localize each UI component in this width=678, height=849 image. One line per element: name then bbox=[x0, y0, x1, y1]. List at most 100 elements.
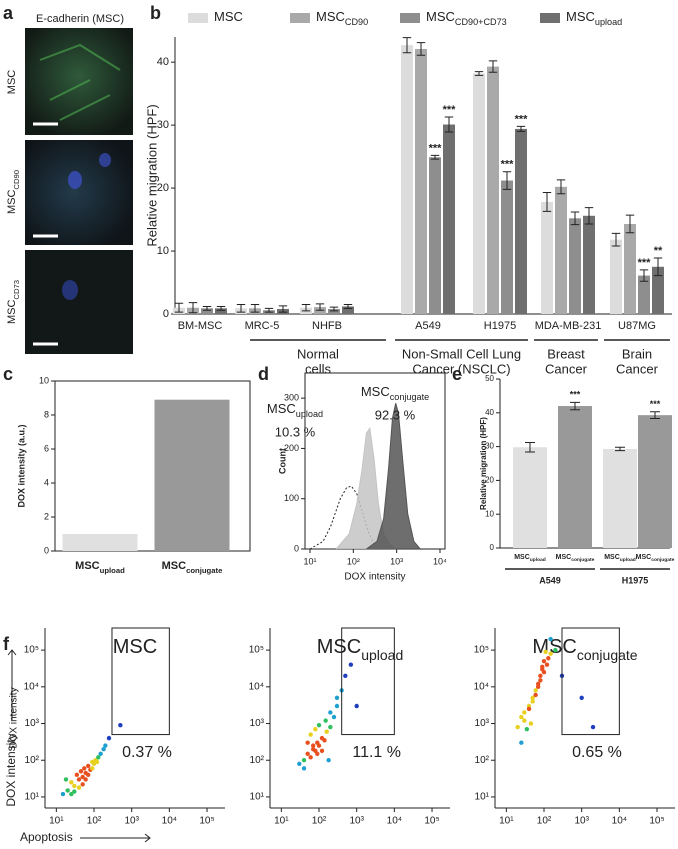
group-label: A549 bbox=[539, 575, 561, 585]
panel-letter: f bbox=[3, 634, 10, 654]
y-tick-label: 100 bbox=[284, 493, 299, 503]
scatter-point bbox=[541, 670, 547, 675]
y-tick-label: 20 bbox=[485, 476, 494, 485]
y-axis-label: DOX intensity bbox=[9, 687, 20, 748]
y-tick-label: 10⁴ bbox=[474, 681, 489, 692]
legend-swatch bbox=[400, 13, 420, 23]
bar bbox=[638, 415, 672, 548]
error-bar bbox=[556, 179, 566, 195]
series-name: MSCconjugate bbox=[361, 384, 429, 402]
group-label: Cancer bbox=[616, 361, 659, 376]
bar bbox=[652, 266, 664, 314]
scatter-point bbox=[522, 718, 527, 723]
x-tick-label: MSCupload bbox=[514, 554, 546, 563]
y-axis-label: Relative migration (HPF) bbox=[144, 104, 159, 246]
x-tick-label: 10⁴ bbox=[162, 816, 177, 827]
bar bbox=[624, 223, 636, 314]
error-bar bbox=[250, 304, 260, 313]
scatter-point bbox=[305, 751, 310, 756]
text-part: CD90 bbox=[12, 170, 21, 190]
panel-a: a E-cadherin (MSC) bbox=[3, 3, 133, 354]
micrograph bbox=[25, 28, 133, 135]
x-axis-label: DOX intensity bbox=[344, 572, 405, 583]
cell-texture bbox=[39, 43, 121, 121]
significance: *** bbox=[570, 390, 581, 400]
text-part: upload bbox=[595, 17, 622, 27]
image-label: MSC bbox=[6, 70, 18, 95]
error-bar bbox=[625, 214, 635, 234]
text-part: MSC bbox=[636, 554, 652, 561]
scatter-point bbox=[80, 774, 85, 780]
text-part: CD90+CD73 bbox=[455, 17, 507, 27]
x-tick-label: 10² bbox=[87, 816, 102, 827]
micrograph bbox=[25, 140, 133, 245]
y-tick-label: 10⁴ bbox=[24, 681, 39, 692]
x-tick-label: 10² bbox=[347, 556, 360, 566]
error-bar bbox=[650, 411, 660, 420]
bar bbox=[215, 308, 227, 314]
scatter-point bbox=[533, 688, 538, 693]
error-bar bbox=[301, 304, 311, 312]
x-tick-label: 10⁵ bbox=[199, 816, 214, 827]
panel-title: MSC bbox=[113, 636, 157, 658]
text-part: MSC bbox=[214, 9, 243, 24]
error-bar bbox=[402, 37, 412, 54]
scatter-point bbox=[538, 673, 543, 678]
scatter-point bbox=[526, 706, 532, 712]
panel-letter: c bbox=[3, 364, 13, 384]
scatter-point bbox=[348, 662, 354, 667]
error-bar bbox=[216, 305, 226, 311]
scatter-point bbox=[328, 710, 333, 715]
text-part: CD73 bbox=[12, 280, 21, 300]
group-label: Normal bbox=[297, 346, 339, 361]
scatter-point bbox=[83, 777, 88, 782]
x-tick-label: 10³ bbox=[574, 816, 589, 827]
panel-letter: e bbox=[452, 364, 462, 384]
bar bbox=[555, 186, 567, 314]
significance: *** bbox=[443, 104, 457, 116]
scatter-point bbox=[541, 658, 547, 664]
text-part: MSC bbox=[556, 554, 572, 561]
text-part: MSC bbox=[604, 554, 620, 561]
scatter-point bbox=[548, 636, 553, 642]
text-part: upload bbox=[296, 409, 323, 419]
error-bar bbox=[639, 269, 649, 282]
significance: *** bbox=[638, 257, 652, 269]
x-tick-label: 10⁴ bbox=[433, 556, 447, 566]
error-bar bbox=[315, 303, 325, 311]
bar bbox=[638, 275, 650, 314]
bar bbox=[154, 399, 230, 551]
bar bbox=[583, 215, 595, 314]
y-tick-label: 10¹ bbox=[475, 792, 490, 803]
panel-title: E-cadherin (MSC) bbox=[36, 13, 124, 25]
y-axis-label: DOX intensity (a.u.) bbox=[16, 424, 26, 507]
bar bbox=[415, 48, 427, 314]
gate-percent: 11.1 % bbox=[352, 744, 401, 761]
histogram-curve bbox=[366, 403, 421, 550]
group-label: Brain bbox=[622, 346, 652, 361]
legend-swatch bbox=[188, 13, 208, 23]
x-tick-label: 10³ bbox=[124, 816, 139, 827]
x-tick-label: MSCconjugate bbox=[556, 554, 595, 563]
scatter-point bbox=[524, 727, 530, 732]
scatter-point bbox=[579, 695, 584, 701]
scatter-point bbox=[515, 724, 520, 730]
scatter-point bbox=[535, 681, 541, 687]
error-bar bbox=[202, 305, 212, 311]
text-part: MSC bbox=[113, 636, 157, 658]
scatter-point bbox=[316, 723, 322, 728]
error-bar bbox=[488, 60, 498, 73]
legend-label: MSCCD90 bbox=[316, 9, 368, 27]
scatter-point bbox=[98, 751, 103, 756]
gate-percent: 0.65 % bbox=[572, 744, 622, 761]
scatter-point bbox=[540, 664, 545, 670]
x-tick-label: U87MG bbox=[618, 320, 656, 332]
y-tick-label: 10⁵ bbox=[24, 645, 39, 656]
error-bar bbox=[188, 302, 198, 314]
text-part: MSC bbox=[316, 9, 345, 24]
bar bbox=[603, 448, 637, 548]
bar bbox=[501, 180, 513, 314]
y-axis-label-side: DOX intensity bbox=[4, 733, 18, 806]
x-tick-label: MRC-5 bbox=[245, 320, 280, 332]
x-tick-label: 10³ bbox=[349, 816, 364, 827]
